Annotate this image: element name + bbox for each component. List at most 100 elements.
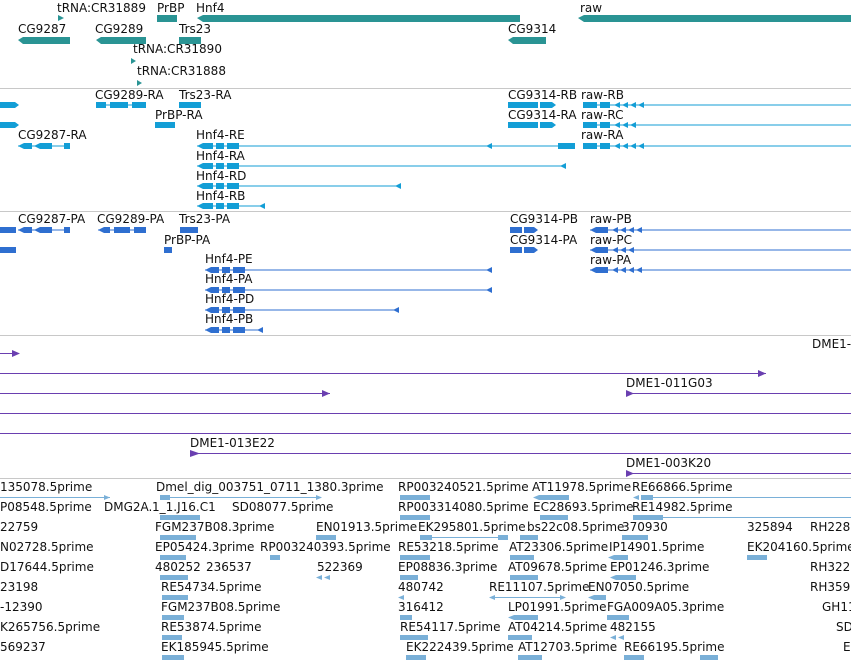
- genes-feature-label[interactable]: tRNA:CR31889: [57, 1, 146, 15]
- transcripts-feature-label[interactable]: CG9287-RA: [18, 128, 87, 142]
- ests-feature-label[interactable]: EK204160.5prime: [747, 540, 851, 554]
- ests-feature-label[interactable]: EP08836.3prime: [398, 560, 497, 574]
- est-feature[interactable]: [508, 615, 538, 620]
- transcripts-feature-label[interactable]: CG9314-RA: [508, 108, 577, 122]
- genes-feature-label[interactable]: tRNA:CR31890: [133, 42, 222, 56]
- ests-feature-label[interactable]: GH11: [822, 600, 851, 614]
- ests-feature-label[interactable]: AT11978.5prime: [532, 480, 631, 494]
- gene-feature-raw[interactable]: [578, 15, 851, 22]
- ests-feature-label[interactable]: D17644.5prime: [0, 560, 94, 574]
- ests-feature-label[interactable]: IP14901.5prime: [609, 540, 704, 554]
- gene-feature-CG9287[interactable]: [18, 37, 70, 44]
- proteins-feature-label[interactable]: PrBP-PA: [164, 233, 211, 247]
- transcripts-feature-label[interactable]: Hnf4-RE: [196, 128, 245, 142]
- transcript-feature-Hnf4-RE[interactable]: [197, 143, 575, 149]
- proteins-feature-label[interactable]: Hnf4-PE: [205, 252, 253, 266]
- transcript-feature-Hnf4-RB[interactable]: [197, 203, 265, 209]
- protein-feature-raw-PC[interactable]: [590, 247, 851, 253]
- est-feature[interactable]: [747, 555, 767, 560]
- est-feature[interactable]: [316, 535, 336, 540]
- est-feature[interactable]: [160, 575, 188, 580]
- ests-feature-label[interactable]: LP01991.5prime: [508, 600, 607, 614]
- transcripts-feature-label[interactable]: Hnf4-RB: [196, 189, 245, 203]
- transcript-feature-CG9289-RA[interactable]: [96, 102, 146, 108]
- ests-feature-label[interactable]: N02728.5prime: [0, 540, 94, 554]
- ests-feature-label[interactable]: RP003314080.5prime: [398, 500, 529, 514]
- protein-feature-Hnf4-PE[interactable]: [205, 267, 492, 273]
- est-feature[interactable]: [520, 535, 538, 540]
- protein-feature-CG9314-PB[interactable]: [510, 227, 538, 233]
- protein-feature-Trs23-PA[interactable]: [180, 227, 198, 233]
- proteins-feature-label[interactable]: CG9289-PA: [97, 212, 165, 226]
- ests-feature-label[interactable]: EC28693.5prime: [533, 500, 634, 514]
- est-feature[interactable]: [400, 555, 430, 560]
- proteins-feature-label[interactable]: Hnf4-PA: [205, 272, 253, 286]
- est-feature[interactable]: [510, 575, 538, 580]
- genes-feature-label[interactable]: raw: [580, 1, 602, 15]
- est-feature[interactable]: [162, 635, 182, 640]
- est-feature[interactable]: [588, 595, 606, 600]
- transcripts-feature-label[interactable]: CG9314-RB: [508, 88, 577, 102]
- bac-feature[interactable]: [0, 350, 20, 357]
- est-feature[interactable]: [608, 555, 628, 560]
- transcripts-feature-label[interactable]: Hnf4-RD: [196, 169, 246, 183]
- transcripts-feature-label[interactable]: raw-RC: [581, 108, 624, 122]
- transcript-feature-CG9314-RB[interactable]: [508, 102, 556, 108]
- transcripts-feature-label[interactable]: Hnf4-RA: [196, 149, 246, 163]
- ests-feature-label[interactable]: RE11107.5prime: [489, 580, 590, 594]
- ests-feature-label[interactable]: 135078.5prime: [0, 480, 92, 494]
- ests-feature-label[interactable]: RE53874.5prime: [161, 620, 262, 634]
- ests-feature-label[interactable]: 22759: [0, 520, 38, 534]
- ests-feature-label[interactable]: RH359: [810, 580, 850, 594]
- est-feature[interactable]: [510, 555, 534, 560]
- ests-feature-label[interactable]: AT12703.5prime: [518, 640, 617, 654]
- est-feature[interactable]: [160, 535, 196, 540]
- est-feature[interactable]: [160, 555, 186, 560]
- est-feature[interactable]: [162, 615, 184, 620]
- ests-feature-label[interactable]: RE54734.5prime: [161, 580, 262, 594]
- ests-feature-label[interactable]: 480742: [398, 580, 444, 594]
- protein-feature-CG9287-PA[interactable]: [18, 227, 70, 233]
- ests-feature-label[interactable]: 325894: [747, 520, 793, 534]
- bac-feature-DME1-003K20[interactable]: [626, 470, 851, 477]
- est-feature[interactable]: [518, 655, 542, 660]
- ests-feature-label[interactable]: EP05424.3prime: [155, 540, 254, 554]
- transcripts-feature-label[interactable]: raw-RB: [581, 88, 624, 102]
- genes-feature-label[interactable]: Hnf4: [196, 1, 225, 15]
- ests-feature-label[interactable]: EK185945.5prime: [161, 640, 269, 654]
- ests-feature-label[interactable]: EK295801.5prime: [418, 520, 526, 534]
- est-feature[interactable]: [540, 515, 568, 520]
- ests-feature-label[interactable]: EP01246.3prime: [610, 560, 709, 574]
- ests-feature-label[interactable]: RH228: [810, 520, 850, 534]
- protein-feature-Hnf4-PA[interactable]: [205, 287, 492, 293]
- genes-feature-label[interactable]: tRNA:CR31888: [137, 64, 226, 78]
- bac-feature[interactable]: [0, 370, 766, 377]
- est-feature[interactable]: [610, 575, 636, 580]
- protein-feature[interactable]: [0, 247, 16, 253]
- ests-feature-label[interactable]: 482155: [610, 620, 656, 634]
- proteins-feature-label[interactable]: raw-PC: [590, 233, 632, 247]
- est-feature[interactable]: [508, 635, 532, 640]
- bac-clones-feature-label[interactable]: DME1-003K20: [626, 456, 711, 470]
- ests-feature-label[interactable]: 569237: [0, 640, 46, 654]
- ests-feature-label[interactable]: 236537: [206, 560, 252, 574]
- gene-feature-Hnf4[interactable]: [197, 15, 520, 22]
- protein-feature-PrBP-PA[interactable]: [164, 247, 172, 253]
- est-feature[interactable]: [162, 595, 188, 600]
- est-feature[interactable]: [316, 575, 330, 580]
- est-feature[interactable]: [533, 495, 569, 500]
- ests-feature-label[interactable]: -12390: [0, 600, 43, 614]
- ests-feature-label[interactable]: K265756.5prime: [0, 620, 100, 634]
- transcript-feature-Hnf4-RD[interactable]: [197, 183, 401, 189]
- proteins-feature-label[interactable]: CG9287-PA: [18, 212, 86, 226]
- ests-feature-label[interactable]: bs22c08.5prime: [527, 520, 624, 534]
- ests-feature-label[interactable]: RE66195.5prime: [624, 640, 725, 654]
- transcript-feature-Hnf4-RA[interactable]: [197, 163, 566, 169]
- gene-feature-tRNA:CR31889[interactable]: [58, 15, 64, 21]
- est-feature[interactable]: [400, 575, 418, 580]
- proteins-feature-label[interactable]: Hnf4-PB: [205, 312, 253, 326]
- genes-feature-label[interactable]: CG9289: [95, 22, 143, 36]
- proteins-feature-label[interactable]: raw-PB: [590, 212, 632, 226]
- ests-feature-label[interactable]: SD08077.5prime: [232, 500, 333, 514]
